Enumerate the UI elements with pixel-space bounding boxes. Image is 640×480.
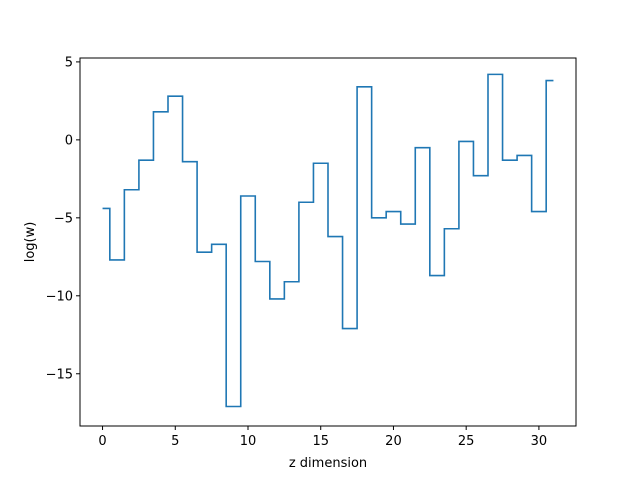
y-axis-label: log(w) [23,222,38,263]
x-tick-label: 30 [531,434,548,449]
axes-frame [79,57,577,427]
x-tick-label: 0 [98,434,106,449]
series-layer [102,73,554,408]
series-line [102,73,554,408]
x-tick-label: 20 [385,434,402,449]
x-tick-label: 5 [171,434,179,449]
x-tick-label: 10 [240,434,257,449]
y-tick-label: 0 [65,133,73,148]
x-tick-label: 25 [458,434,475,449]
y-tick-label: 5 [65,55,73,70]
y-tick-label: −10 [46,289,73,304]
x-tick-label: 15 [312,434,329,449]
x-axis-label: z dimension [289,456,367,471]
y-tick-label: −5 [54,211,73,226]
y-tick-label: −15 [46,367,73,382]
y-axis: 5 0 −5 −10 −15 [46,55,80,382]
x-axis: 0 5 10 15 20 25 30 [98,426,547,449]
